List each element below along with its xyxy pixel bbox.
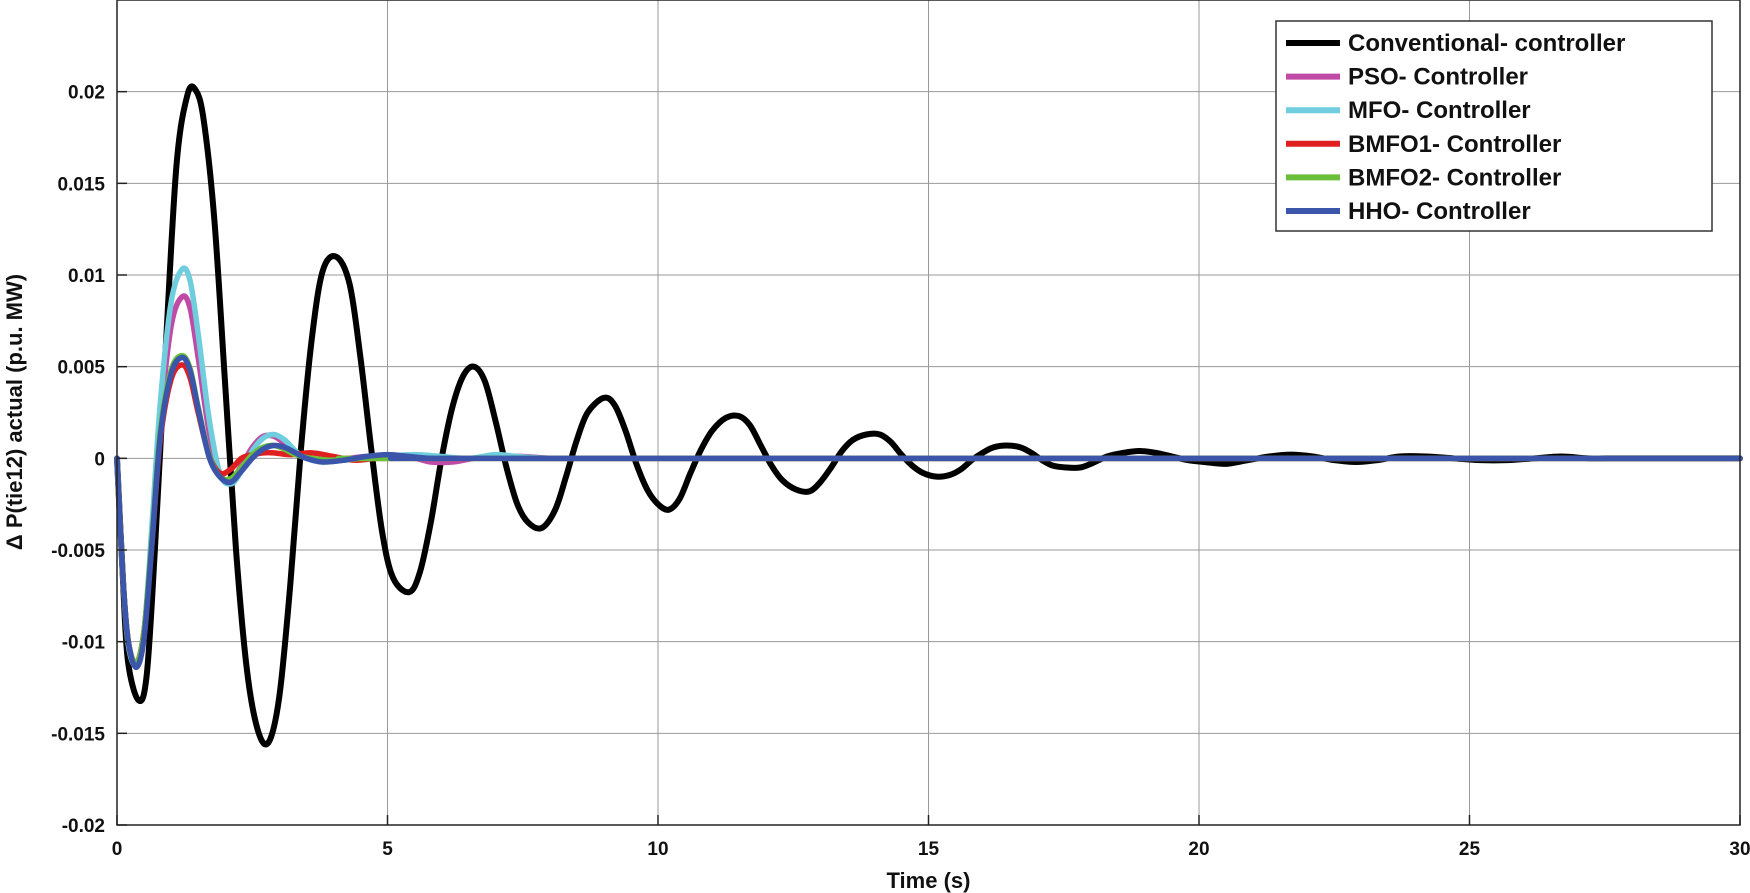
x-tick-label: 20 xyxy=(1188,839,1209,860)
legend: Conventional- controller PSO- Controller M… xyxy=(1275,20,1713,232)
x-tick-label: 10 xyxy=(647,839,668,860)
y-axis-label: Δ P(tie12) actual (p.u. MW) xyxy=(2,274,27,550)
axis-ticks: 0 5 10 15 20 25 30 -0.02 -0.015 -0.01 -0.005 0 0.005… xyxy=(51,83,1750,860)
y-tick-label: 0.005 xyxy=(57,358,105,379)
legend-label: HHO- Controller xyxy=(1348,198,1531,225)
x-tick-label: 15 xyxy=(918,839,940,860)
x-tick-label: 5 xyxy=(382,839,393,860)
y-tick-label: -0.015 xyxy=(51,724,105,745)
y-tick-label: -0.005 xyxy=(51,541,105,562)
legend-label: BMFO2- Controller xyxy=(1348,164,1561,191)
legend-label: Conventional- controller xyxy=(1348,30,1625,57)
y-tick-label: 0.015 xyxy=(57,174,105,195)
y-tick-label: 0.01 xyxy=(68,266,105,287)
series-line-conventional-controller xyxy=(114,83,1743,748)
x-axis-label: Time (s) xyxy=(887,868,971,893)
legend-label: MFO- Controller xyxy=(1348,97,1531,124)
y-tick-label: 0 xyxy=(94,449,105,470)
y-tick-label: -0.02 xyxy=(62,816,105,837)
legend-box xyxy=(1275,20,1713,232)
x-tick-label: 25 xyxy=(1459,839,1481,860)
series-line-hho-controller xyxy=(114,354,1743,671)
y-tick-label: -0.01 xyxy=(62,633,106,654)
legend-label: PSO- Controller xyxy=(1348,64,1528,91)
x-tick-label: 0 xyxy=(112,839,123,860)
x-tick-label: 30 xyxy=(1729,839,1750,860)
legend-label: BMFO1- Controller xyxy=(1348,131,1561,158)
y-tick-label: 0.02 xyxy=(68,83,105,104)
series-lines xyxy=(114,83,1743,748)
